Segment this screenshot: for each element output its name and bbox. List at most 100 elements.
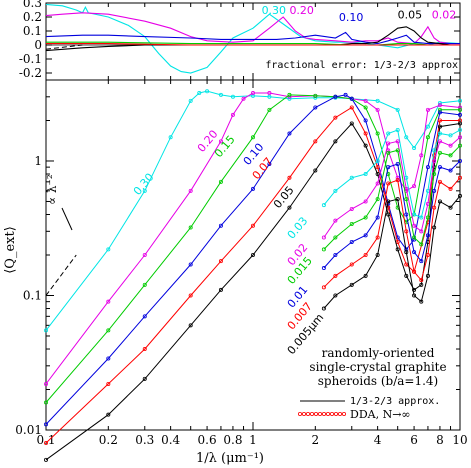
main-series-marker-1 <box>419 153 424 158</box>
main-series-marker-9 <box>412 250 417 255</box>
main-series-marker-2 <box>457 107 462 112</box>
main-series-marker-3 <box>106 356 111 361</box>
main-series-marker-3 <box>349 96 354 101</box>
main-series-marker-10 <box>437 179 442 184</box>
top-ytick-label: -0.2 <box>19 66 42 80</box>
main-series-marker-3 <box>142 314 147 319</box>
main-series-line-6 <box>323 129 461 219</box>
main-series-marker-0 <box>188 98 193 103</box>
main-series-marker-8 <box>437 150 442 155</box>
main-series-marker-9 <box>419 259 424 264</box>
main-series-marker-9 <box>386 165 391 170</box>
main-xtick-label: 2 <box>311 433 319 447</box>
main-series-marker-10 <box>375 235 380 240</box>
main-series-marker-3 <box>287 131 292 136</box>
main-series-marker-11 <box>349 282 354 287</box>
main-series-marker-1 <box>106 299 111 304</box>
main-series-marker-11 <box>432 225 437 230</box>
main-series-marker-8 <box>349 222 354 227</box>
main-series-marker-5 <box>287 205 292 210</box>
main-series-marker-5 <box>333 139 338 144</box>
main-series-marker-1 <box>375 107 380 112</box>
main-series-marker-4 <box>142 347 147 352</box>
main-series-marker-8 <box>419 242 424 247</box>
main-series-marker-3 <box>457 112 462 117</box>
legend-marker-sample <box>329 411 334 416</box>
main-series-line-9 <box>323 160 461 269</box>
main-series-marker-0 <box>437 100 442 105</box>
main-series-marker-6 <box>437 131 442 136</box>
main-series-marker-0 <box>197 91 202 96</box>
main-series-marker-4 <box>44 441 49 446</box>
legend-marker-sample <box>325 411 330 416</box>
main-series-marker-9 <box>321 266 326 271</box>
main-series-marker-9 <box>363 233 368 238</box>
top-ytick-label: 0.2 <box>23 10 42 24</box>
main-series-marker-2 <box>250 135 255 140</box>
main-series-marker-5 <box>437 124 442 129</box>
main-series-marker-2 <box>44 400 49 405</box>
main-curve-label: 0.03 <box>285 214 311 241</box>
top-ytick-label: 0 <box>34 38 42 52</box>
main-ytick-label: 0.01 <box>15 423 42 437</box>
main-series-marker-1 <box>241 96 246 101</box>
main-series-marker-0 <box>375 98 380 103</box>
main-xtick-label-extra: 0.3 <box>135 433 154 447</box>
main-panel-extinction: 0.010.110.1 0.2 0.4 0.6 0.8 1 2 4 6 8 100.31/λ (μm… <box>3 79 468 466</box>
main-series-marker-7 <box>349 206 354 211</box>
main-series-marker-5 <box>250 252 255 257</box>
main-series-marker-10 <box>349 262 354 267</box>
main-series-marker-10 <box>419 278 424 283</box>
main-series-marker-1 <box>142 252 147 257</box>
legend-marker-sample <box>301 411 306 416</box>
main-series-marker-8 <box>404 197 409 202</box>
main-xtick-label: 0.8 <box>223 433 242 447</box>
y-axis-label: ⟨Q_ext⟩ <box>3 226 18 274</box>
main-series-marker-0 <box>457 98 462 103</box>
main-series-marker-1 <box>230 112 235 117</box>
main-series-marker-1 <box>412 184 417 189</box>
main-series-marker-3 <box>343 92 348 97</box>
legend-marker-sample <box>337 411 342 416</box>
main-xtick-label: 0.1 <box>36 433 55 447</box>
main-xtick-label: 4 <box>374 433 382 447</box>
main-series-marker-11 <box>363 273 368 278</box>
main-series-marker-5 <box>188 323 193 328</box>
legend-title-line: randomly-oriented <box>322 346 435 360</box>
main-series-line-5 <box>45 122 461 461</box>
main-series-marker-10 <box>395 178 400 183</box>
main-series-marker-0 <box>267 94 272 99</box>
main-series-marker-1 <box>250 91 255 96</box>
main-series-marker-5 <box>142 376 147 381</box>
main-series-marker-10 <box>457 175 462 180</box>
main-series-marker-2 <box>142 282 147 287</box>
main-series-marker-0 <box>168 135 173 140</box>
main-xtick-label: 8 <box>436 433 444 447</box>
main-series-marker-3 <box>250 186 255 191</box>
main-series-marker-9 <box>437 165 442 170</box>
main-series-line-11 <box>323 195 461 309</box>
main-series-marker-8 <box>432 172 437 177</box>
main-series-marker-2 <box>106 328 111 333</box>
main-series-line-4 <box>45 106 460 444</box>
main-xtick-label: 0.4 <box>161 433 180 447</box>
main-series-marker-1 <box>437 103 442 108</box>
main-series-marker-0 <box>404 135 409 140</box>
main-series-marker-4 <box>437 118 442 123</box>
main-series-marker-5 <box>349 121 354 126</box>
main-series-marker-8 <box>412 235 417 240</box>
main-series-marker-4 <box>250 223 255 228</box>
top-ytick-label: -0.1 <box>19 52 42 66</box>
main-series-marker-3 <box>267 161 272 166</box>
main-series-marker-9 <box>448 168 453 173</box>
main-series-marker-9 <box>457 158 462 163</box>
main-series-marker-0 <box>106 247 111 252</box>
main-series-marker-6 <box>419 215 424 220</box>
main-series-marker-5 <box>419 282 424 287</box>
main-series-marker-3 <box>363 118 368 123</box>
top-curve-label: 0.20 <box>289 4 314 17</box>
main-series-marker-6 <box>395 127 400 132</box>
main-series-marker-3 <box>333 94 338 99</box>
slope-arrow <box>61 207 73 231</box>
main-series-marker-1 <box>188 188 193 193</box>
